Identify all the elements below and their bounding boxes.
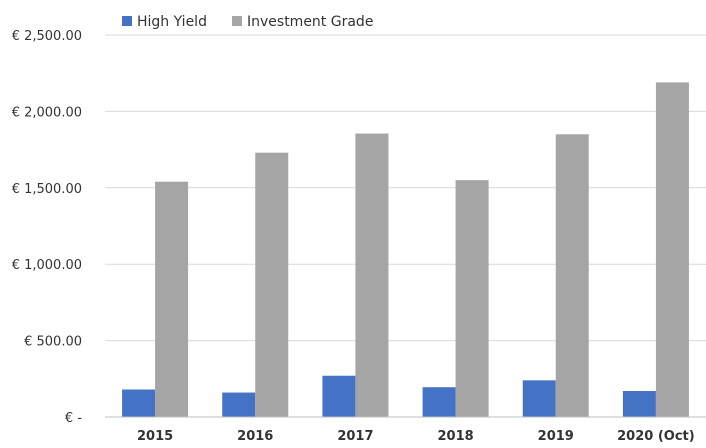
bar-high-yield-3 (422, 387, 456, 417)
legend: High Yield Investment Grade (122, 14, 373, 30)
bar-investment-grade-5 (655, 82, 689, 418)
y-axis-ticks: € - € 500.00 € 1,000.00 € 1,500.00 € 2,000.0… (12, 29, 83, 426)
gridlines (105, 34, 706, 342)
bar-investment-grade-1 (255, 152, 289, 417)
bar-investment-grade-2 (355, 133, 389, 417)
bars (122, 82, 689, 418)
bar-investment-grade-0 (155, 181, 189, 417)
x-tick-label: 2017 (337, 429, 373, 444)
y-tick-label: € 1,000.00 (12, 258, 82, 273)
y-tick-label: € 2,500.00 (12, 29, 82, 44)
x-tick-label: 2018 (437, 429, 473, 444)
y-tick-label: € 2,000.00 (12, 105, 82, 120)
bar-investment-grade-3 (455, 180, 489, 417)
x-tick-label: 2015 (137, 429, 173, 444)
bar-high-yield-4 (522, 380, 556, 417)
legend-label-investment-grade: Investment Grade (247, 14, 373, 30)
bar-high-yield-2 (322, 375, 356, 417)
bar-high-yield-5 (622, 391, 656, 417)
bar-high-yield-0 (122, 389, 156, 417)
y-tick-label: € 1,500.00 (12, 182, 82, 197)
legend-label-high-yield: High Yield (137, 14, 207, 30)
x-tick-label: 2020 (Oct) (617, 429, 695, 444)
y-tick-label: € 500.00 (24, 335, 82, 350)
bar-investment-grade-4 (555, 134, 589, 417)
x-tick-label: 2016 (237, 429, 273, 444)
legend-swatch-high-yield (122, 16, 132, 26)
y-tick-label: € - (65, 411, 82, 426)
legend-swatch-investment-grade (232, 16, 242, 26)
x-tick-label: 2019 (538, 429, 574, 444)
bar-high-yield-1 (222, 392, 256, 417)
x-axis: 2015 2016 2017 2018 2019 2020 (Oct) (105, 416, 706, 444)
